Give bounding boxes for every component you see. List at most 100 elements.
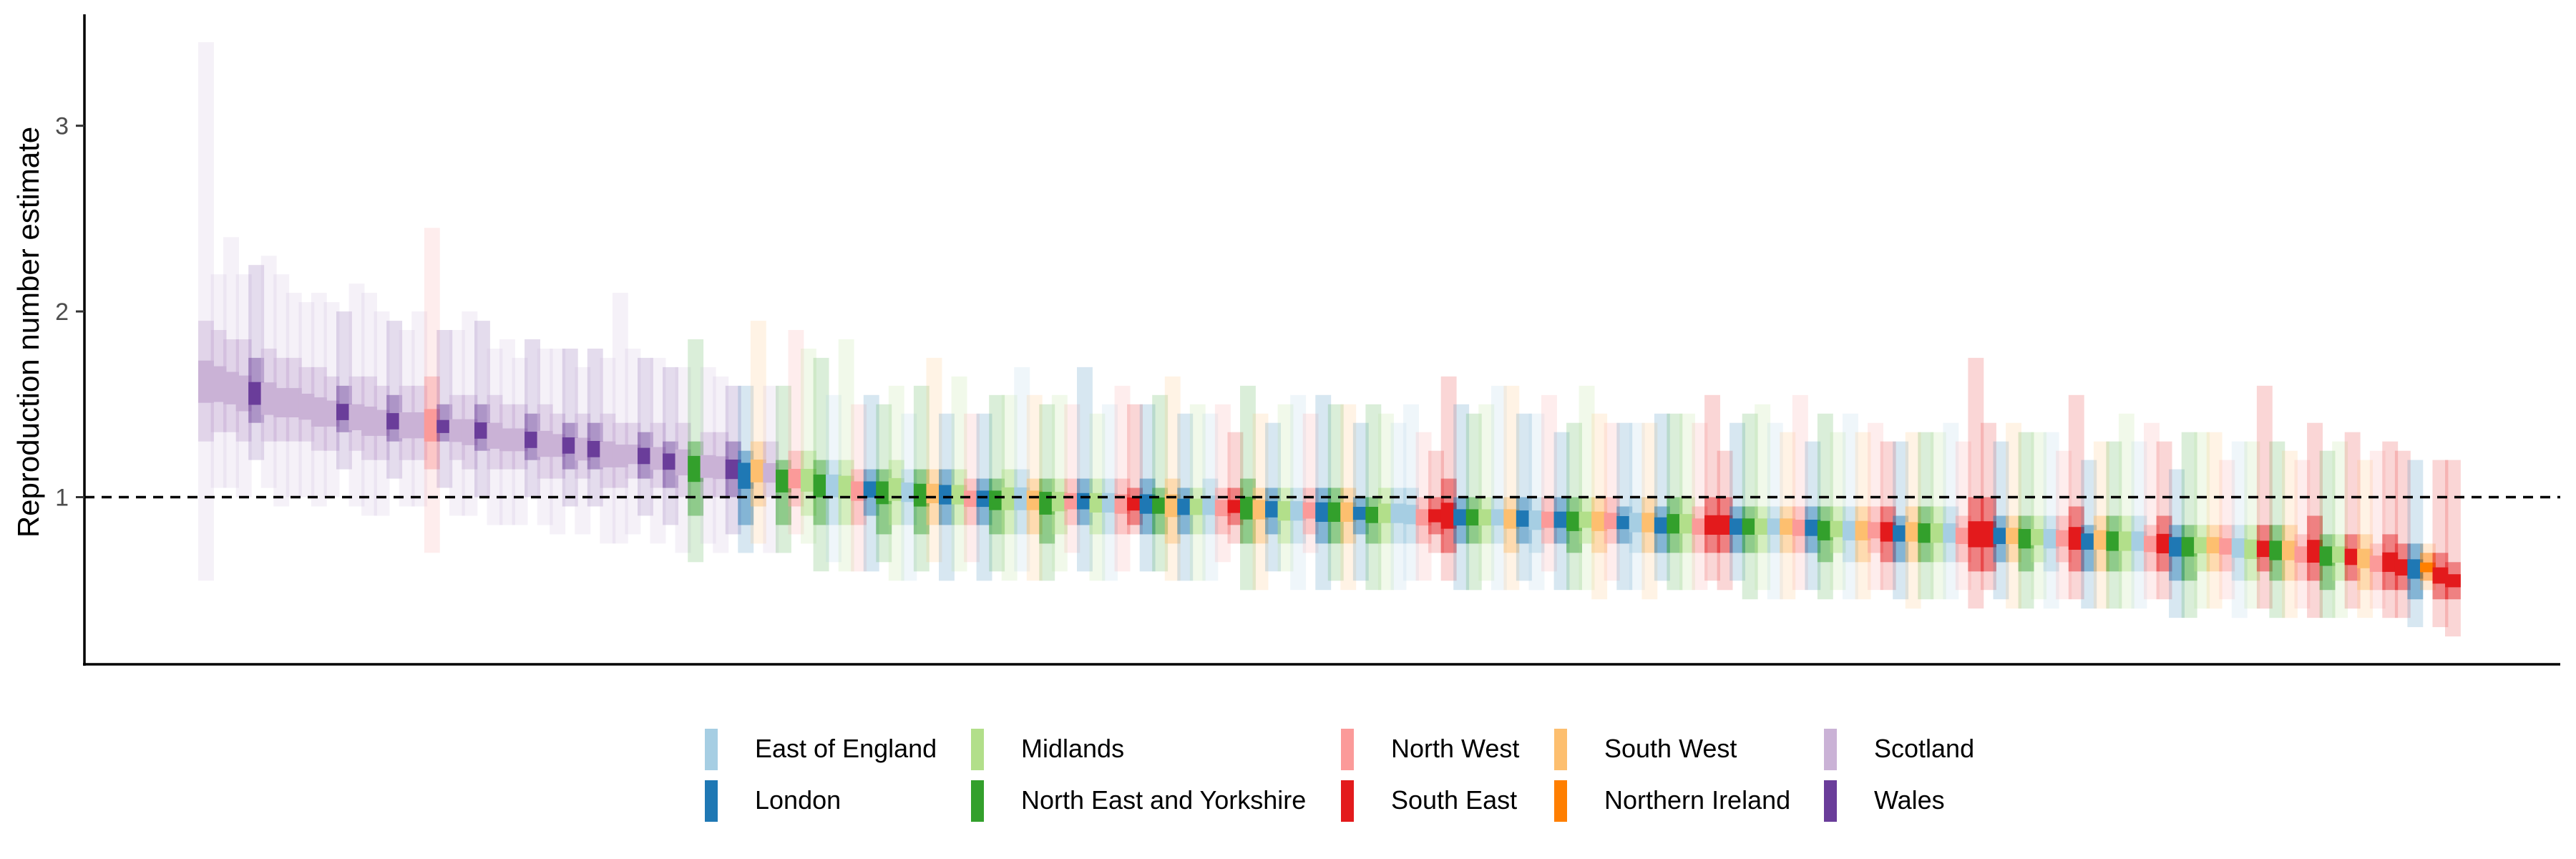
interval-20-bar: [1378, 503, 1394, 523]
interval-20-bar: [1252, 500, 1269, 520]
interval-20-bar: [1302, 502, 1319, 519]
interval-20-bar: [2031, 529, 2047, 545]
interval-90-bar: [612, 293, 628, 544]
interval-20-bar: [2420, 562, 2436, 573]
legend-label: Northern Ireland: [1604, 785, 1790, 815]
interval-20-bar: [1981, 521, 1996, 548]
interval-90-bar: [1014, 367, 1030, 572]
legend-swatch: [971, 729, 984, 770]
interval-90-bar: [1918, 432, 1934, 600]
interval-20-bar: [474, 422, 490, 439]
interval-20-bar: [2269, 540, 2285, 560]
interval-20-bar: [1026, 490, 1043, 510]
legend-swatch: [1824, 729, 1837, 770]
interval-20-bar: [1654, 517, 1670, 534]
interval-20-bar: [1541, 511, 1557, 528]
interval-20-bar: [2194, 537, 2210, 553]
y-tick-label: 2: [55, 299, 69, 326]
interval-90-bar: [663, 367, 678, 525]
interval-20-bar: [1968, 521, 1984, 548]
interval-20-bar: [1868, 522, 1883, 539]
interval-20-bar: [700, 455, 716, 478]
interval-90-bar: [2269, 441, 2285, 618]
interval-20-bar: [223, 372, 239, 404]
interval-90-bar: [1604, 422, 1620, 581]
interval-90-bar: [2231, 441, 2248, 618]
interval-90-bar: [1880, 441, 1896, 591]
interval-20-bar: [1553, 511, 1570, 528]
interval-20-bar: [688, 455, 704, 482]
interval-20-bar: [1001, 487, 1018, 510]
interval-20-bar: [1403, 505, 1419, 525]
interval-90-bar: [750, 321, 766, 544]
interval-20-bar: [1139, 494, 1156, 514]
interval-20-bar: [2118, 531, 2135, 551]
interval-20-bar: [2369, 555, 2386, 572]
interval-20-bar: [2006, 528, 2021, 544]
interval-90-bar: [1290, 394, 1307, 591]
interval-20-bar: [2181, 537, 2197, 557]
interval-90-bar: [1755, 404, 1771, 591]
interval-20-bar: [2357, 548, 2373, 568]
legend-swatch: [971, 780, 984, 822]
interval-90-bar: [1843, 413, 1858, 600]
interval-90-bar: [1679, 413, 1695, 591]
interval-20-bar: [537, 430, 553, 457]
interval-20-bar: [838, 475, 854, 499]
interval-20-bar: [1214, 500, 1231, 517]
interval-20-bar: [575, 437, 591, 461]
interval-20-bar: [260, 382, 277, 415]
interval-20-bar: [336, 404, 352, 420]
interval-20-bar: [562, 437, 578, 454]
interval-20-bar: [713, 456, 729, 480]
interval-20-bar: [2169, 537, 2185, 557]
interval-20-bar: [2394, 559, 2411, 576]
interval-20-bar: [2332, 546, 2348, 563]
interval-90-bar: [838, 339, 854, 572]
interval-20-bar: [1265, 501, 1281, 518]
interval-90-bar: [2194, 432, 2210, 609]
interval-20-bar: [512, 428, 528, 452]
interval-90-bar: [1164, 376, 1181, 581]
interval-20-bar: [2043, 529, 2059, 549]
interval-20-bar: [2256, 540, 2273, 558]
interval-20-bar: [2144, 535, 2160, 553]
interval-20-bar: [2231, 538, 2248, 558]
interval-20-bar: [2344, 548, 2361, 566]
interval-20-bar: [888, 477, 904, 501]
legend-swatch: [1824, 780, 1837, 822]
interval-20-bar: [1478, 509, 1495, 526]
interval-20-bar: [2282, 540, 2298, 560]
interval-20-bar: [1755, 518, 1771, 535]
interval-90-bar: [1667, 413, 1683, 591]
interval-90-bar: [411, 311, 428, 507]
interval-20-bar: [976, 490, 992, 508]
interval-20-bar: [1729, 518, 1745, 535]
y-axis-ticks: 1 2 3: [55, 113, 84, 512]
legend-label: Midlands: [1021, 734, 1124, 763]
interval-20-bar: [1290, 501, 1307, 521]
interval-90-bar: [1227, 432, 1244, 544]
interval-20-bar: [1667, 514, 1683, 534]
interval-20-bar: [1516, 510, 1532, 527]
interval-90-bar: [323, 302, 340, 498]
interval-20-bar: [788, 469, 804, 489]
interval-20-bar: [462, 419, 478, 445]
interval-20-bar: [750, 460, 766, 482]
interval-90-bar: [525, 339, 540, 498]
interval-90-bar: [386, 321, 403, 479]
interval-90-bar: [348, 283, 365, 507]
interval-20-bar: [499, 428, 515, 452]
interval-20-bar: [2319, 546, 2336, 566]
legend-swatch: [705, 729, 718, 770]
interval-20-bar: [273, 388, 290, 417]
interval-20-bar: [286, 388, 302, 417]
interval-90-bar: [1591, 413, 1608, 600]
interval-90-bar: [2282, 450, 2298, 618]
legend-label: North West: [1391, 734, 1519, 763]
interval-20-bar: [1905, 522, 1921, 542]
interval-20-bar: [386, 413, 403, 430]
interval-90-bar: [2131, 441, 2147, 609]
interval-90-bar: [2244, 441, 2260, 609]
interval-90-bar: [2432, 460, 2449, 628]
